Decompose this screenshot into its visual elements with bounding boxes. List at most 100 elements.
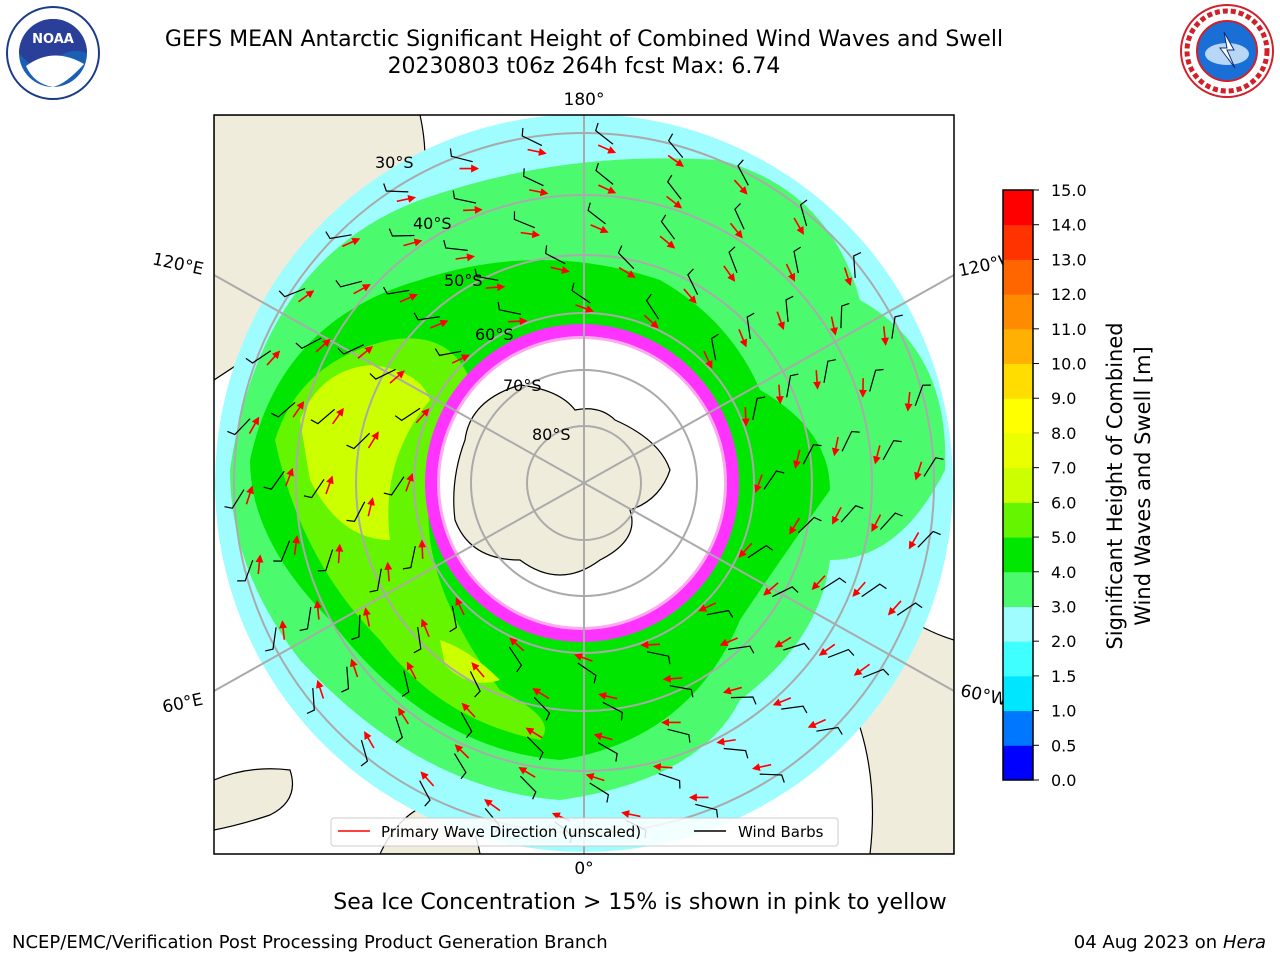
- wind-barb: [474, 268, 499, 281]
- wind-barb: [310, 408, 335, 425]
- wind-barb: [577, 662, 597, 684]
- wind-barb: [728, 246, 738, 273]
- wave-arrow: [666, 195, 683, 209]
- wind-barb: [710, 333, 719, 361]
- wind-barb: [646, 651, 671, 665]
- wave-arrow: [313, 600, 322, 620]
- wind-barb: [595, 162, 614, 185]
- meridian-label-60e: 60°E: [161, 690, 205, 718]
- wave-arrow: [389, 370, 405, 384]
- wind-barb: [453, 753, 467, 780]
- wave-arrow: [818, 643, 836, 656]
- wave-arrow: [585, 773, 605, 782]
- wind-barb: [526, 736, 544, 761]
- wind-barb: [388, 228, 415, 237]
- wind-barb: [369, 568, 382, 593]
- wind-barb: [449, 148, 473, 163]
- wind-barb: [383, 183, 409, 193]
- wind-barb: [793, 246, 802, 274]
- wave-arrow: [793, 449, 801, 469]
- wave-arrow: [590, 224, 609, 234]
- wave-arrow: [662, 674, 683, 683]
- lat-label-60s: 60°S: [475, 325, 514, 344]
- wind-barb: [337, 344, 365, 355]
- lat-label-40s: 40°S: [413, 214, 452, 233]
- wind-barb: [734, 203, 745, 230]
- wind-barb: [519, 775, 537, 800]
- wind-barb: [303, 478, 325, 499]
- wind-barb: [245, 350, 272, 364]
- colorbar-segment: [1003, 328, 1033, 365]
- wave-arrow: [451, 354, 470, 364]
- wave-arrow: [785, 263, 796, 282]
- wind-barb: [508, 646, 523, 673]
- wave-arrow: [245, 485, 254, 505]
- noaa-logo: NOAA: [6, 6, 100, 100]
- colorbar-segment: [1003, 641, 1033, 677]
- wave-arrow: [618, 266, 636, 278]
- wave-arrow: [775, 384, 784, 405]
- colorbar-tick-label: 7.0: [1051, 459, 1076, 478]
- wave-arrow: [719, 637, 738, 647]
- wave-arrow: [418, 539, 427, 559]
- wave-arrow: [597, 144, 617, 154]
- wave-arrow: [357, 345, 374, 359]
- wave-arrow: [527, 148, 547, 156]
- wave-arrow: [529, 188, 549, 197]
- wind-barb: [325, 231, 352, 240]
- map-frame: [213, 114, 955, 855]
- wind-barb: [772, 586, 799, 598]
- colorbar-tick-label: 6.0: [1051, 493, 1076, 512]
- colorbar-frame: [1002, 189, 1034, 781]
- footer-host: Hera: [1222, 932, 1266, 953]
- wind-barb: [413, 627, 422, 654]
- wind-barb: [224, 489, 245, 509]
- wave-arrow: [285, 467, 294, 487]
- footer-credit: NCEP/EMC/Verification Post Processing Pr…: [12, 932, 608, 953]
- wind-barb: [341, 666, 350, 693]
- wave-arrow: [597, 184, 617, 194]
- wind-barb: [271, 401, 296, 418]
- wind-barb: [862, 668, 890, 679]
- wave-arrow: [830, 316, 838, 336]
- colorbar-tick-label: 2.0: [1051, 632, 1076, 651]
- wave-arrow: [518, 767, 536, 778]
- wave-arrow: [723, 265, 736, 282]
- wind-barb: [452, 190, 477, 204]
- wind-barb: [666, 174, 682, 200]
- wind-barb: [723, 747, 749, 759]
- wind-barb: [497, 301, 522, 315]
- wave-arrow: [904, 391, 913, 412]
- wave-arrow: [405, 473, 414, 492]
- wind-barb: [923, 457, 944, 477]
- wind-barb: [869, 368, 884, 392]
- wind-barb: [401, 670, 410, 697]
- wind-barb: [237, 559, 254, 582]
- wind-barb: [687, 268, 699, 295]
- wave-arrow: [255, 554, 264, 575]
- wave-arrow: [331, 407, 344, 425]
- wind-barb: [278, 287, 306, 298]
- wave-arrow: [793, 217, 804, 235]
- wave-arrow: [741, 407, 750, 427]
- colorbar-tick-label: 0.5: [1051, 736, 1076, 755]
- wave-arrow: [880, 326, 889, 346]
- wave-arrow: [532, 688, 550, 700]
- wave-arrow: [315, 338, 331, 353]
- colorbar-tick-label: 15.0: [1051, 181, 1087, 200]
- wind-barb: [752, 396, 766, 421]
- wave-arrow: [667, 154, 685, 167]
- wave-arrow: [335, 543, 344, 564]
- wind-barb: [395, 716, 403, 743]
- wind-barb: [785, 295, 794, 322]
- colorbar-tick-label: 0.0: [1051, 771, 1076, 790]
- wave-arrow: [406, 661, 417, 680]
- wave-arrow: [266, 350, 281, 366]
- wind-barb: [382, 286, 410, 295]
- wind-barb: [827, 648, 855, 659]
- colorbar-segment: [1003, 502, 1033, 538]
- wave-arrow: [621, 810, 641, 818]
- wind-barb: [617, 245, 635, 270]
- wave-arrow: [297, 290, 315, 303]
